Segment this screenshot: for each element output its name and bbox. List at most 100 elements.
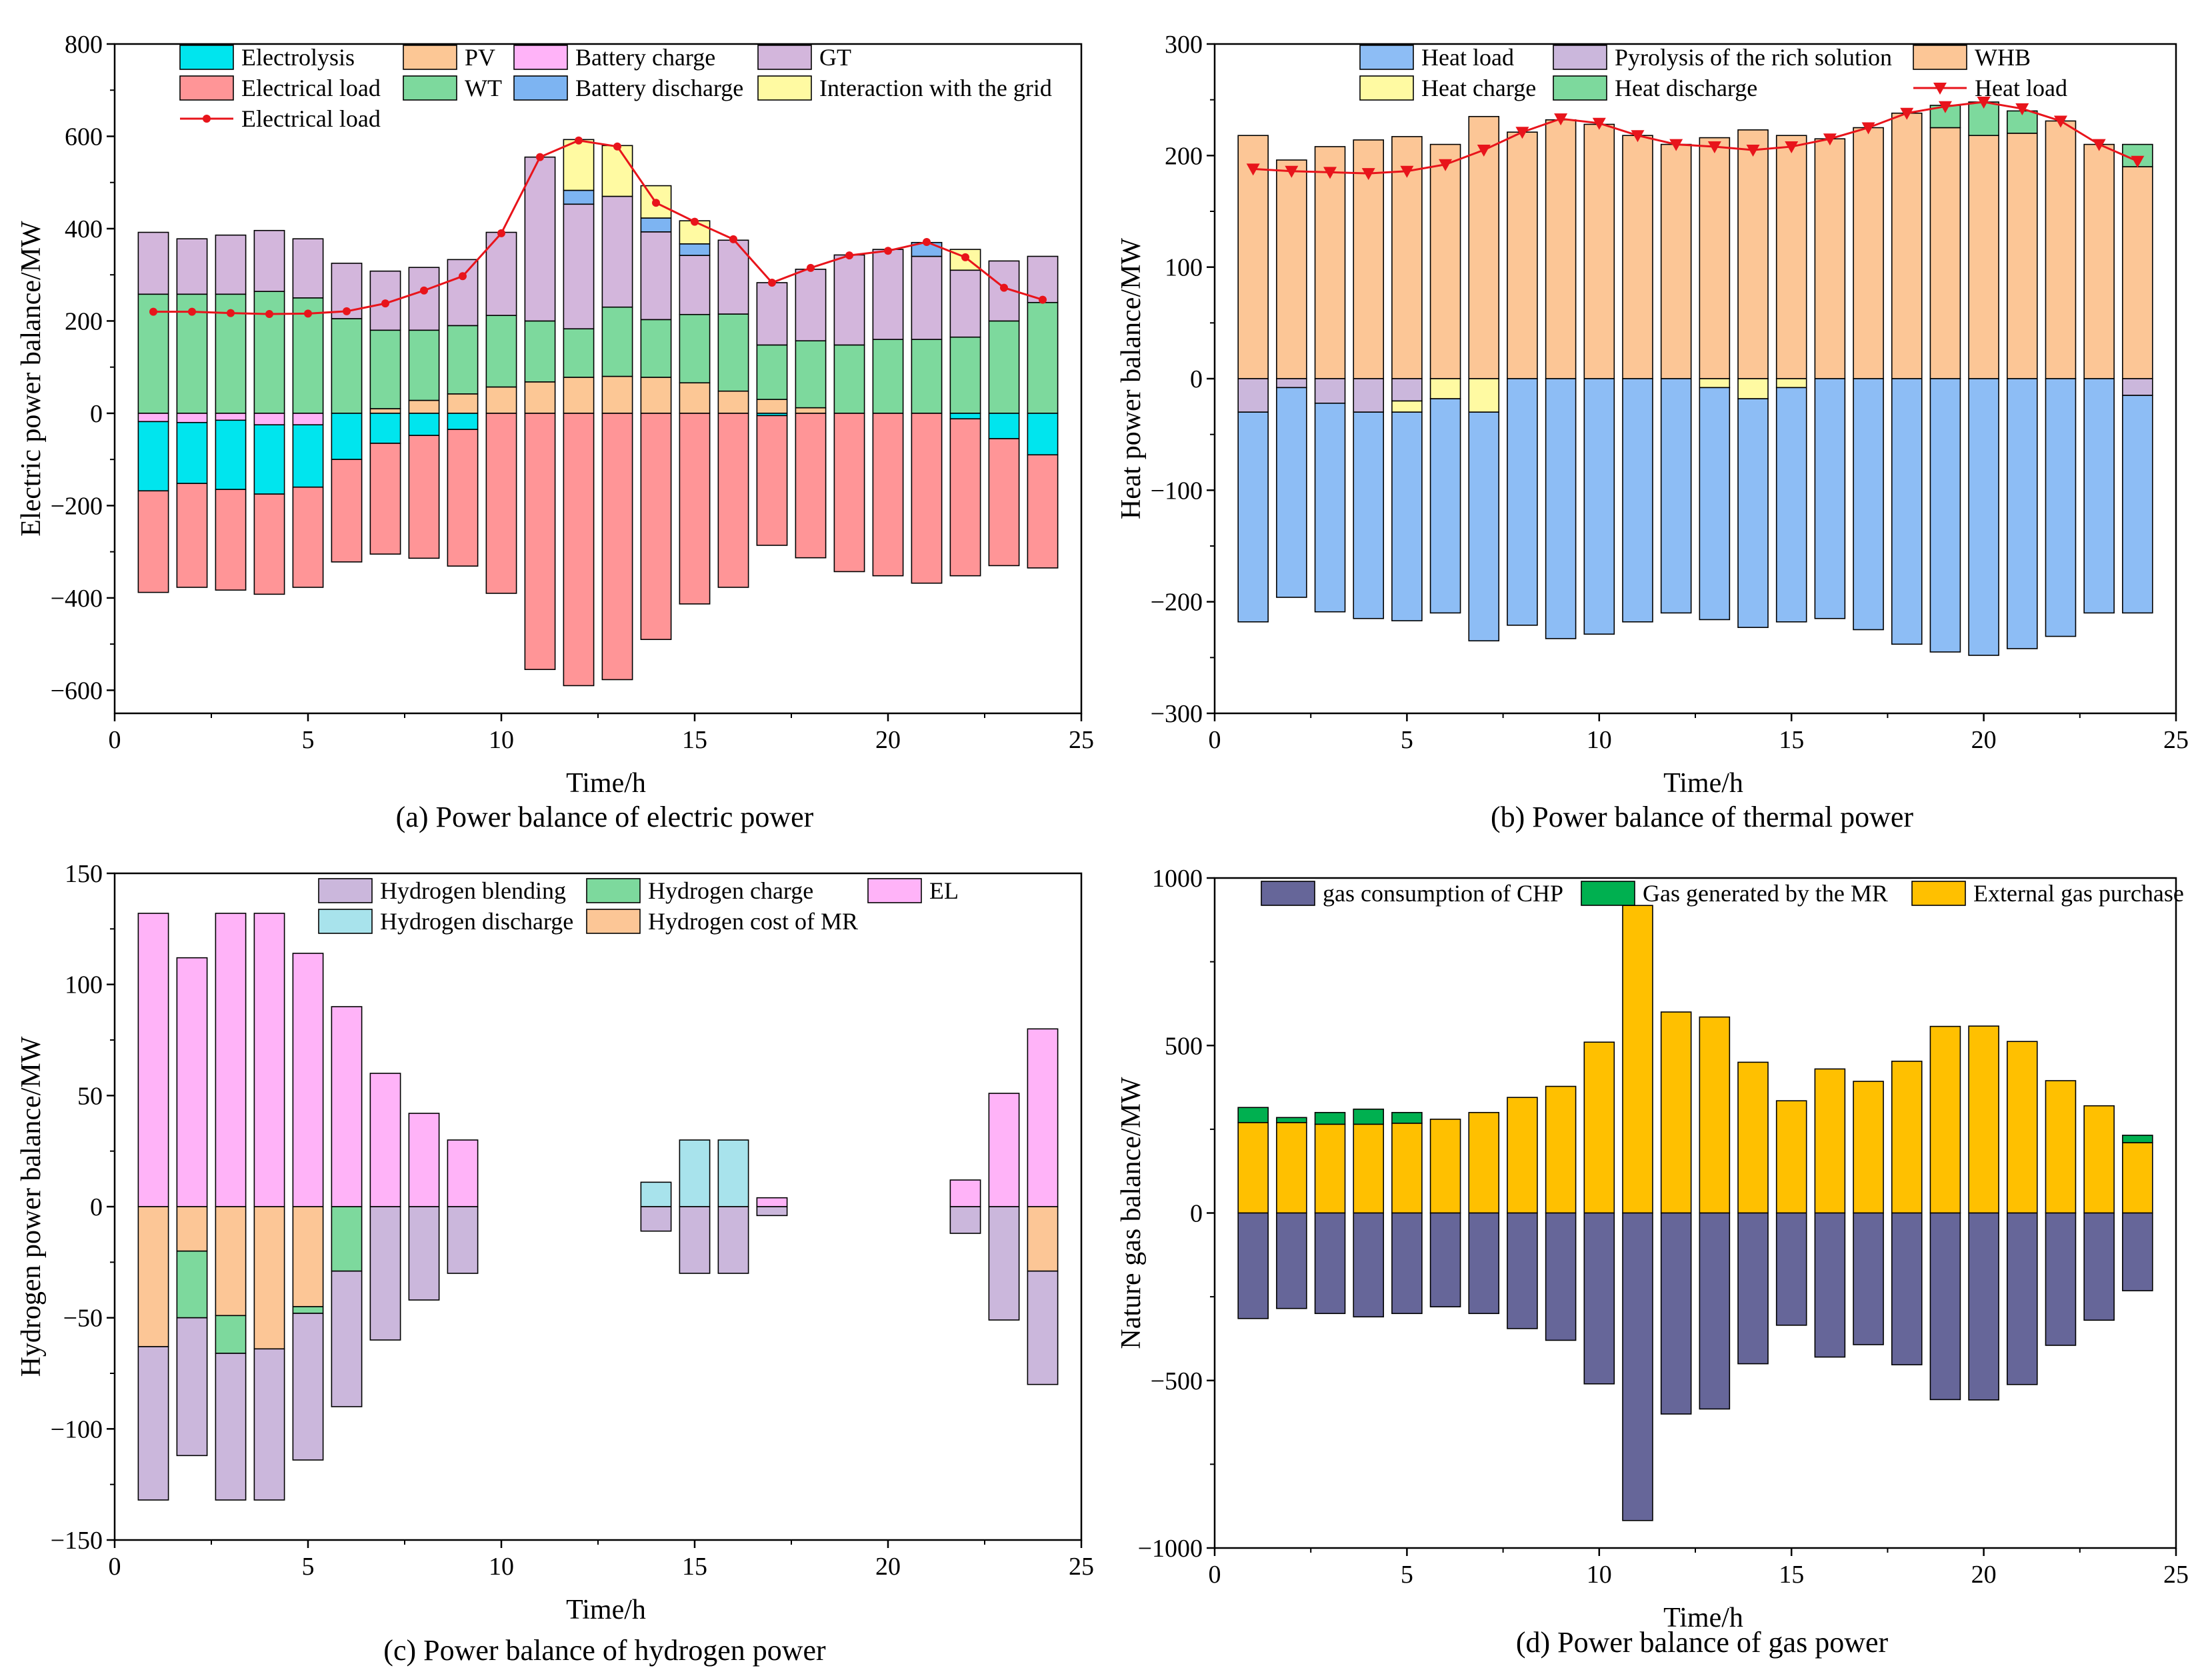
bar-electrical-load <box>215 489 247 591</box>
bar-gt <box>679 255 711 315</box>
bar-heat-charge <box>1699 378 1731 389</box>
bar-electrolysis <box>408 413 440 436</box>
legend-swatch <box>1261 881 1315 906</box>
x-tick-label: 25 <box>1069 726 1094 754</box>
bar-wt <box>911 339 943 414</box>
bar-pyrolysis-of-the-rich-solution <box>2122 378 2153 396</box>
legend-label: WT <box>465 75 502 101</box>
legend-item-battery-charge: Battery charge <box>513 44 715 71</box>
bar-wt <box>872 339 904 414</box>
bar-pyrolysis-of-the-rich-solution <box>1276 378 1307 389</box>
legend-label: Electrolysis <box>241 44 355 71</box>
bar-whb <box>1814 138 1846 379</box>
bar-gt <box>253 229 285 292</box>
bar-pv <box>408 399 440 414</box>
bar-electrical-load <box>872 413 904 577</box>
bar-external-gas-purchase <box>1391 1123 1423 1214</box>
bar-hydrogen-blending <box>215 1353 247 1501</box>
x-tick-label: 0 <box>109 726 121 754</box>
bar-electrical-load <box>524 413 556 671</box>
legend-label: Heat load <box>1421 44 1514 71</box>
panel-b-thermal-power: 0 5 10 15 20 25 −300 −200 −100 0 100 200 300 Time/h He… <box>1116 31 2189 833</box>
bar-gt <box>447 259 479 327</box>
bar-external-gas-purchase <box>1545 1085 1577 1214</box>
bar-heat-charge <box>1429 378 1461 399</box>
bar-pv <box>524 381 556 414</box>
line-series <box>153 139 1043 315</box>
x-tick-label: 0 <box>1209 726 1221 754</box>
bar-gas-consumption-of-chp <box>1929 1212 1961 1401</box>
bar-electrical-load <box>756 415 788 546</box>
bar-gas-generated-by-the-mr <box>1391 1111 1423 1124</box>
bar-heat-charge <box>1391 400 1423 413</box>
legend-swatch <box>586 878 641 903</box>
bar-pv <box>447 393 479 414</box>
bar-gt <box>524 156 556 322</box>
bar-whb <box>2045 120 2077 379</box>
legend-label: Hydrogen blending <box>380 877 566 904</box>
bar-hydrogen-cost-of-mr <box>292 1206 324 1307</box>
bar-el <box>253 913 285 1207</box>
bar-battery-discharge <box>679 243 711 256</box>
y-tick-label: 1000 <box>1152 865 1203 893</box>
bar-electrical-load <box>988 438 1020 567</box>
legend-item-electrical-load: Electrical load <box>179 75 381 101</box>
bar-battery-discharge <box>640 217 672 233</box>
bar-wt <box>717 313 749 392</box>
panel-c-hydrogen-power: 0 5 10 15 20 25 −150 −100 −50 0 50 100 150 Time/h Hydr… <box>16 860 1094 1667</box>
x-tick-label: 20 <box>875 726 901 754</box>
bar-whb <box>1929 127 1961 379</box>
bar-heat-load <box>1314 403 1346 613</box>
bar-whb <box>1583 123 1615 379</box>
bar-hydrogen-cost-of-mr <box>176 1206 208 1252</box>
x-axis-title: Time/h <box>566 1595 646 1625</box>
bar-gas-consumption-of-chp <box>2045 1212 2077 1346</box>
legend-swatch <box>1359 45 1414 70</box>
bar-pv <box>679 382 711 414</box>
bar-external-gas-purchase <box>1699 1016 1731 1214</box>
legend-label: EL <box>929 877 959 904</box>
y-tick-label: −400 <box>51 585 103 613</box>
bar-gas-consumption-of-chp <box>1660 1212 1692 1415</box>
bar-pv <box>601 375 633 414</box>
y-tick-label: 300 <box>1165 31 1203 59</box>
bar-electrical-load <box>331 459 363 563</box>
y-tick-label: −50 <box>63 1305 103 1333</box>
bar-el <box>292 953 324 1207</box>
legend-label: Electrical load <box>241 105 381 132</box>
bar-pyrolysis-of-the-rich-solution <box>1237 378 1269 413</box>
legend-item-gas-generated-by-the-mr: Gas generated by the MR <box>1581 880 1888 907</box>
bar-heat-load <box>1276 387 1307 598</box>
bar-gas-generated-by-the-mr <box>2122 1135 2153 1143</box>
bar-battery-charge <box>215 413 247 421</box>
bar-heat-load <box>1429 398 1461 614</box>
line-marker <box>420 286 428 295</box>
bar-heat-load <box>1353 411 1385 619</box>
legend-swatch <box>403 75 457 101</box>
bar-whb <box>1699 137 1731 379</box>
bar-electrical-load <box>369 443 401 555</box>
line-marker <box>2131 155 2145 168</box>
bar-wt <box>679 313 711 384</box>
bar-heat-load <box>1468 411 1500 642</box>
bar-electrolysis <box>447 413 479 430</box>
legend-swatch <box>318 878 373 903</box>
bar-heat-load <box>1545 378 1577 639</box>
bar-hydrogen-blending <box>408 1206 440 1301</box>
legend-swatch <box>1913 45 1967 70</box>
x-tick-label: 5 <box>302 1553 315 1581</box>
bar-el <box>408 1113 440 1207</box>
bar-gas-consumption-of-chp <box>1622 1212 1653 1521</box>
legend-b: Heat load Pyrolysis of the rich solution W… <box>1359 44 2067 101</box>
legend-item-heat-discharge: Heat discharge <box>1553 75 1757 101</box>
bar-heat-load <box>1391 411 1423 621</box>
bar-hydrogen-blending <box>447 1206 479 1274</box>
bar-gt <box>833 254 865 346</box>
y-tick-label: 100 <box>65 971 103 999</box>
bar-hydrogen-blending <box>640 1206 672 1232</box>
bar-hydrogen-discharge <box>640 1181 672 1207</box>
bar-battery-charge <box>292 413 324 426</box>
bar-el <box>369 1073 401 1207</box>
bar-pyrolysis-of-the-rich-solution <box>1314 378 1346 404</box>
legend-swatch <box>586 909 641 934</box>
